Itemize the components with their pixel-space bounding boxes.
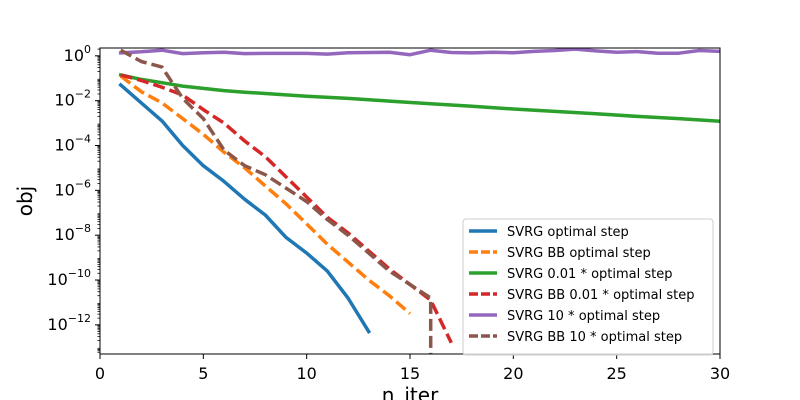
x-tick-label: 0 (95, 364, 105, 383)
y-tick-label: 10−6 (54, 177, 91, 199)
series-line-4 (120, 73, 453, 344)
x-tick-label: 25 (606, 364, 626, 383)
legend: SVRG optimal step SVRG BB optimal step SVR… (462, 218, 714, 356)
series-line-3 (118, 72, 720, 124)
x-tick-label: 30 (710, 364, 730, 383)
series-line-1 (118, 82, 372, 335)
series-line-5 (118, 48, 720, 57)
legend-label: SVRG 0.01 * optimal step (507, 267, 673, 282)
y-tick-label: 100 (64, 43, 91, 65)
legend-label: SVRG optimal step (507, 225, 629, 240)
x-tick-label: 10 (296, 364, 316, 383)
y-tick-label: 10−8 (54, 222, 91, 244)
legend-label: SVRG BB 10 * optimal step (507, 330, 682, 345)
y-tick-label: 10−12 (47, 312, 91, 334)
y-tick-label: 10−2 (54, 88, 91, 110)
legend-label: SVRG BB optimal step (507, 246, 651, 261)
y-tick-label: 10−10 (47, 267, 91, 289)
y-tick-label: 10−4 (54, 133, 91, 155)
y-axis-label: obj (13, 186, 37, 217)
plot-lines (118, 48, 720, 354)
x-tick-label: 15 (400, 364, 420, 383)
series-line-6 (119, 48, 433, 354)
series-line-2 (119, 74, 412, 315)
x-axis-label: n_iter (382, 383, 439, 400)
legend-label: SVRG 10 * optimal step (507, 309, 660, 324)
legend-label: SVRG BB 0.01 * optimal step (507, 288, 694, 303)
x-tick-label: 5 (198, 364, 208, 383)
x-axis: 0 5 10 15 20 25 30 (95, 354, 730, 383)
x-tick-label: 20 (503, 364, 523, 383)
legend-box (462, 218, 714, 356)
y-axis: 100 10−2 10−4 10−6 10−8 10−10 10−12 (47, 43, 100, 353)
